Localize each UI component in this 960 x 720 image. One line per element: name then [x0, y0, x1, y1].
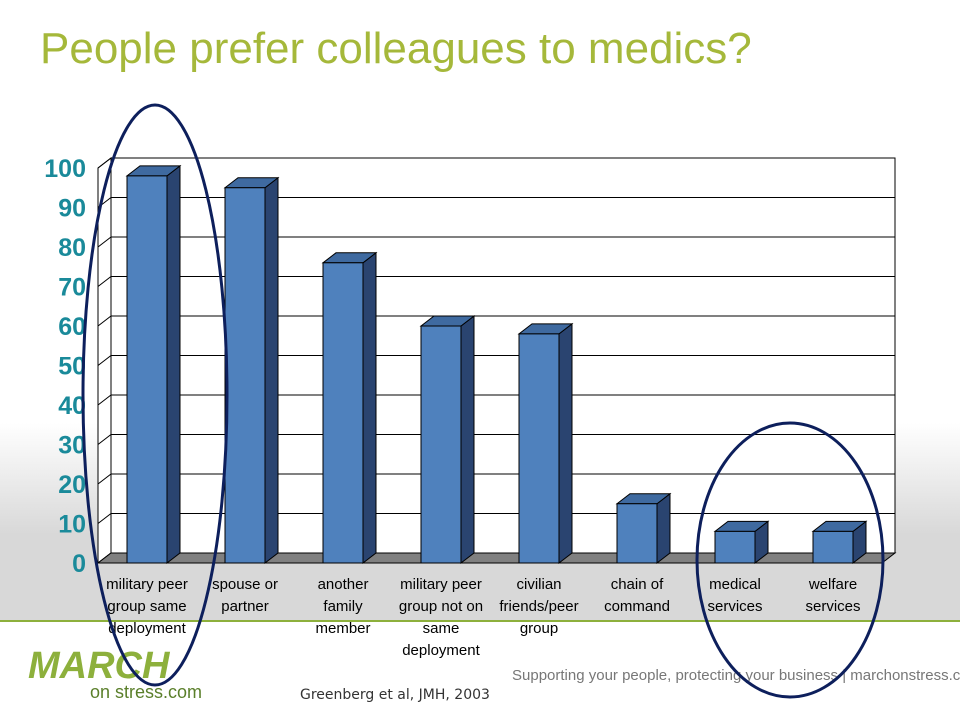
y-tick-label: 10 [58, 511, 86, 539]
bar [126, 175, 168, 564]
y-tick-label: 0 [72, 550, 86, 578]
x-tick-label: military peer group not on same deployment [399, 576, 483, 659]
grid-line [97, 434, 895, 445]
bar-side [362, 251, 377, 565]
floor [96, 552, 897, 564]
y-tick-label: 70 [58, 274, 86, 302]
bar-side [460, 314, 475, 565]
logo-main: MARCH [28, 645, 171, 687]
grid-line [97, 355, 895, 366]
highlight-ellipse [81, 103, 229, 687]
bar [518, 333, 560, 564]
grid-line [97, 236, 895, 248]
grid-line [97, 157, 895, 169]
y-tick-label: 90 [58, 195, 86, 223]
y-tick-label: 80 [58, 234, 86, 262]
y-tick-label: 40 [58, 392, 86, 420]
highlight-ellipse [695, 421, 885, 699]
bar [616, 503, 658, 564]
x-tick-label: another family member [315, 576, 370, 637]
bar-side [166, 164, 181, 565]
tagline: Supporting your people, protecting your … [512, 667, 960, 684]
bar [420, 325, 462, 564]
grid-line [97, 394, 895, 406]
x-tick-label: medical services [707, 576, 762, 615]
x-tick-label: spouse or partner [212, 576, 278, 615]
footer-band [0, 622, 960, 720]
logo-sub: on stress.com [90, 682, 202, 702]
bar-side [558, 322, 573, 565]
bar [322, 262, 364, 564]
x-tick-label: military peer group same deployment [106, 576, 188, 637]
x-tick-label: civilian friends/peer group [499, 576, 578, 637]
bar-side [656, 492, 671, 565]
y-tick-label: 20 [58, 471, 86, 499]
bar [714, 530, 756, 564]
bar [812, 530, 854, 564]
bar-side [264, 176, 279, 565]
chart: 0 10 20 30 40 50 60 70 80 90 100 military peer group… [44, 155, 897, 659]
grid-line [97, 276, 895, 287]
x-tick-label: chain of command [604, 576, 670, 615]
y-tick-label: 100 [44, 155, 86, 183]
grid-line [97, 197, 895, 208]
grid-line [97, 473, 895, 485]
source: Greenberg et al, JMH, 2003 [300, 687, 490, 703]
y-tick-label: 60 [58, 313, 86, 341]
x-tick-label: welfare services [805, 576, 860, 615]
grid-line [97, 315, 895, 327]
bar [224, 187, 266, 564]
slide-title: People prefer colleagues to medics? [40, 24, 752, 73]
y-tick-label: 30 [58, 432, 86, 460]
y-tick-label: 50 [58, 353, 86, 381]
